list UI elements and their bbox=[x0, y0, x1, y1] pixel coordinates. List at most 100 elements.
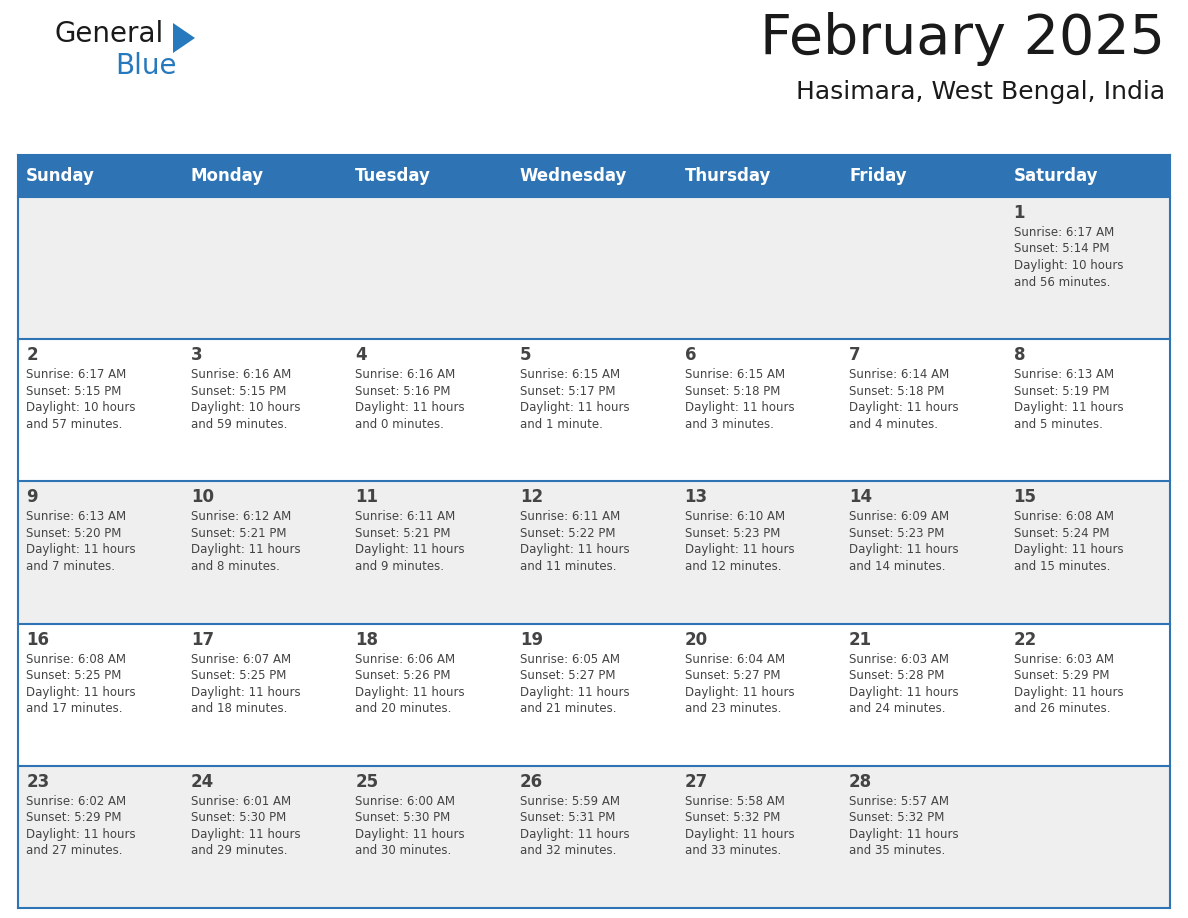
Text: Sunset: 5:17 PM: Sunset: 5:17 PM bbox=[520, 385, 615, 397]
Text: 11: 11 bbox=[355, 488, 378, 507]
Text: Daylight: 10 hours: Daylight: 10 hours bbox=[26, 401, 135, 414]
Text: Thursday: Thursday bbox=[684, 167, 771, 185]
Text: and 23 minutes.: and 23 minutes. bbox=[684, 702, 781, 715]
Bar bbox=[676, 155, 841, 197]
Bar bbox=[183, 623, 347, 766]
Text: 13: 13 bbox=[684, 488, 708, 507]
Text: Sunrise: 5:58 AM: Sunrise: 5:58 AM bbox=[684, 795, 784, 808]
Text: and 27 minutes.: and 27 minutes. bbox=[26, 845, 122, 857]
Text: Daylight: 10 hours: Daylight: 10 hours bbox=[191, 401, 301, 414]
Text: Daylight: 11 hours: Daylight: 11 hours bbox=[1013, 401, 1124, 414]
Bar bbox=[183, 481, 347, 623]
Text: and 3 minutes.: and 3 minutes. bbox=[684, 418, 773, 431]
Bar bbox=[1005, 766, 1170, 908]
Polygon shape bbox=[173, 23, 195, 53]
Text: Daylight: 11 hours: Daylight: 11 hours bbox=[355, 543, 465, 556]
Text: Sunset: 5:15 PM: Sunset: 5:15 PM bbox=[26, 385, 121, 397]
Text: and 1 minute.: and 1 minute. bbox=[520, 418, 602, 431]
Bar bbox=[1005, 155, 1170, 197]
Text: 3: 3 bbox=[191, 346, 202, 364]
Text: 21: 21 bbox=[849, 631, 872, 649]
Text: Daylight: 11 hours: Daylight: 11 hours bbox=[684, 828, 794, 841]
Text: 19: 19 bbox=[520, 631, 543, 649]
Text: 9: 9 bbox=[26, 488, 38, 507]
Bar bbox=[183, 766, 347, 908]
Text: 12: 12 bbox=[520, 488, 543, 507]
Text: Sunset: 5:22 PM: Sunset: 5:22 PM bbox=[520, 527, 615, 540]
Text: Sunrise: 6:08 AM: Sunrise: 6:08 AM bbox=[1013, 510, 1113, 523]
Bar bbox=[841, 481, 1005, 623]
Text: and 8 minutes.: and 8 minutes. bbox=[191, 560, 279, 573]
Text: Sunrise: 6:01 AM: Sunrise: 6:01 AM bbox=[191, 795, 291, 808]
Text: 14: 14 bbox=[849, 488, 872, 507]
Text: Sunrise: 6:13 AM: Sunrise: 6:13 AM bbox=[1013, 368, 1114, 381]
Bar bbox=[512, 339, 676, 481]
Text: Sunrise: 6:08 AM: Sunrise: 6:08 AM bbox=[26, 653, 126, 666]
Bar bbox=[347, 155, 512, 197]
Text: and 9 minutes.: and 9 minutes. bbox=[355, 560, 444, 573]
Text: Sunrise: 5:59 AM: Sunrise: 5:59 AM bbox=[520, 795, 620, 808]
Text: and 35 minutes.: and 35 minutes. bbox=[849, 845, 946, 857]
Bar bbox=[512, 623, 676, 766]
Bar bbox=[347, 766, 512, 908]
Text: Sunset: 5:15 PM: Sunset: 5:15 PM bbox=[191, 385, 286, 397]
Text: Sunset: 5:18 PM: Sunset: 5:18 PM bbox=[849, 385, 944, 397]
Text: Sunrise: 6:17 AM: Sunrise: 6:17 AM bbox=[26, 368, 126, 381]
Text: and 29 minutes.: and 29 minutes. bbox=[191, 845, 287, 857]
Text: 24: 24 bbox=[191, 773, 214, 790]
Text: Sunset: 5:19 PM: Sunset: 5:19 PM bbox=[1013, 385, 1110, 397]
Text: Sunset: 5:20 PM: Sunset: 5:20 PM bbox=[26, 527, 121, 540]
Bar bbox=[676, 481, 841, 623]
Text: Sunrise: 6:17 AM: Sunrise: 6:17 AM bbox=[1013, 226, 1114, 239]
Text: Sunrise: 6:00 AM: Sunrise: 6:00 AM bbox=[355, 795, 455, 808]
Text: and 15 minutes.: and 15 minutes. bbox=[1013, 560, 1110, 573]
Bar bbox=[18, 339, 183, 481]
Text: and 24 minutes.: and 24 minutes. bbox=[849, 702, 946, 715]
Text: Sunrise: 5:57 AM: Sunrise: 5:57 AM bbox=[849, 795, 949, 808]
Text: and 26 minutes.: and 26 minutes. bbox=[1013, 702, 1110, 715]
Text: Sunrise: 6:16 AM: Sunrise: 6:16 AM bbox=[191, 368, 291, 381]
Text: Sunset: 5:14 PM: Sunset: 5:14 PM bbox=[1013, 242, 1110, 255]
Bar bbox=[676, 339, 841, 481]
Text: Sunset: 5:29 PM: Sunset: 5:29 PM bbox=[1013, 669, 1110, 682]
Text: Wednesday: Wednesday bbox=[520, 167, 627, 185]
Text: Hasimara, West Bengal, India: Hasimara, West Bengal, India bbox=[796, 80, 1165, 104]
Text: Daylight: 11 hours: Daylight: 11 hours bbox=[26, 686, 135, 699]
Text: Sunrise: 6:12 AM: Sunrise: 6:12 AM bbox=[191, 510, 291, 523]
Bar bbox=[1005, 339, 1170, 481]
Text: and 5 minutes.: and 5 minutes. bbox=[1013, 418, 1102, 431]
Text: Daylight: 11 hours: Daylight: 11 hours bbox=[849, 686, 959, 699]
Text: 2: 2 bbox=[26, 346, 38, 364]
Text: and 7 minutes.: and 7 minutes. bbox=[26, 560, 115, 573]
Text: 26: 26 bbox=[520, 773, 543, 790]
Text: and 12 minutes.: and 12 minutes. bbox=[684, 560, 781, 573]
Text: and 20 minutes.: and 20 minutes. bbox=[355, 702, 451, 715]
Text: Daylight: 11 hours: Daylight: 11 hours bbox=[1013, 686, 1124, 699]
Text: Sunrise: 6:16 AM: Sunrise: 6:16 AM bbox=[355, 368, 456, 381]
Text: Daylight: 10 hours: Daylight: 10 hours bbox=[1013, 259, 1123, 272]
Text: Daylight: 11 hours: Daylight: 11 hours bbox=[1013, 543, 1124, 556]
Bar bbox=[841, 766, 1005, 908]
Text: Sunrise: 6:03 AM: Sunrise: 6:03 AM bbox=[849, 653, 949, 666]
Bar bbox=[1005, 197, 1170, 339]
Text: and 21 minutes.: and 21 minutes. bbox=[520, 702, 617, 715]
Bar bbox=[841, 155, 1005, 197]
Bar bbox=[18, 481, 183, 623]
Bar bbox=[841, 339, 1005, 481]
Text: February 2025: February 2025 bbox=[760, 12, 1165, 66]
Bar bbox=[512, 197, 676, 339]
Text: 20: 20 bbox=[684, 631, 708, 649]
Text: Daylight: 11 hours: Daylight: 11 hours bbox=[191, 686, 301, 699]
Bar bbox=[512, 766, 676, 908]
Bar bbox=[18, 155, 183, 197]
Text: Sunrise: 6:09 AM: Sunrise: 6:09 AM bbox=[849, 510, 949, 523]
Bar bbox=[347, 197, 512, 339]
Text: Blue: Blue bbox=[115, 52, 177, 80]
Text: 27: 27 bbox=[684, 773, 708, 790]
Text: Sunrise: 6:04 AM: Sunrise: 6:04 AM bbox=[684, 653, 784, 666]
Text: and 30 minutes.: and 30 minutes. bbox=[355, 845, 451, 857]
Text: Sunrise: 6:11 AM: Sunrise: 6:11 AM bbox=[355, 510, 456, 523]
Bar bbox=[1005, 481, 1170, 623]
Text: Daylight: 11 hours: Daylight: 11 hours bbox=[191, 543, 301, 556]
Text: Sunset: 5:26 PM: Sunset: 5:26 PM bbox=[355, 669, 451, 682]
